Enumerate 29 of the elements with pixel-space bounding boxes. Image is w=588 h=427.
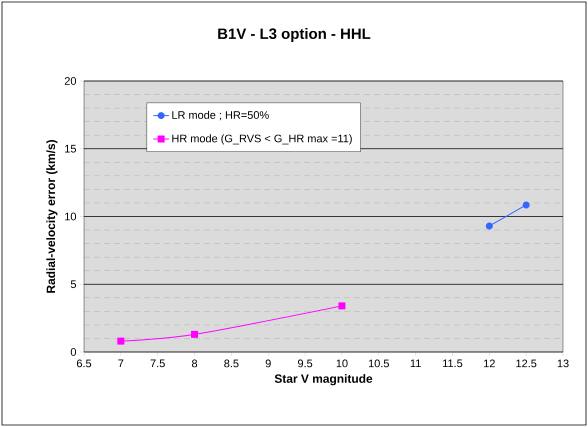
x-tick-label: 12.5 — [516, 360, 536, 368]
legend-label: HR mode (G_RVS < G_HR max =11) — [172, 134, 352, 144]
y-tick-label: 5 — [70, 280, 76, 288]
y-tick-label: 10 — [65, 212, 76, 220]
x-tick-label: 12 — [484, 360, 495, 368]
y-tick-label: 15 — [65, 144, 76, 153]
x-tick-label: 8.5 — [224, 360, 239, 368]
y-axis-title: Radial-velocity error (km/s) — [46, 140, 58, 293]
point — [522, 201, 530, 208]
point — [486, 222, 493, 230]
y-tick-label: 0 — [70, 348, 76, 356]
point — [191, 330, 198, 338]
chart-title: B1V - L3 option - HHL — [218, 28, 370, 42]
x-tick-label: 13 — [558, 360, 569, 368]
x-axis-title: Star V magnitude — [274, 374, 372, 386]
x-tick-label: 11 — [410, 360, 421, 368]
x-tick-label: 8 — [192, 360, 198, 368]
x-tick-label: 9.5 — [298, 360, 312, 368]
x-tick-label: 6.5 — [76, 360, 92, 368]
legend-label: LR mode ; HR=50% — [172, 110, 269, 120]
y-tick-label: 20 — [64, 77, 76, 85]
x-tick-label: 9 — [266, 360, 271, 368]
x-tick-label: 10 — [336, 360, 348, 368]
point — [117, 338, 124, 345]
point — [338, 302, 346, 310]
x-tick-label: 7 — [118, 360, 124, 368]
x-tick-label: 11.5 — [443, 360, 462, 368]
x-tick-label: 10.5 — [368, 360, 389, 368]
x-tick-label: 7.5 — [150, 360, 165, 368]
